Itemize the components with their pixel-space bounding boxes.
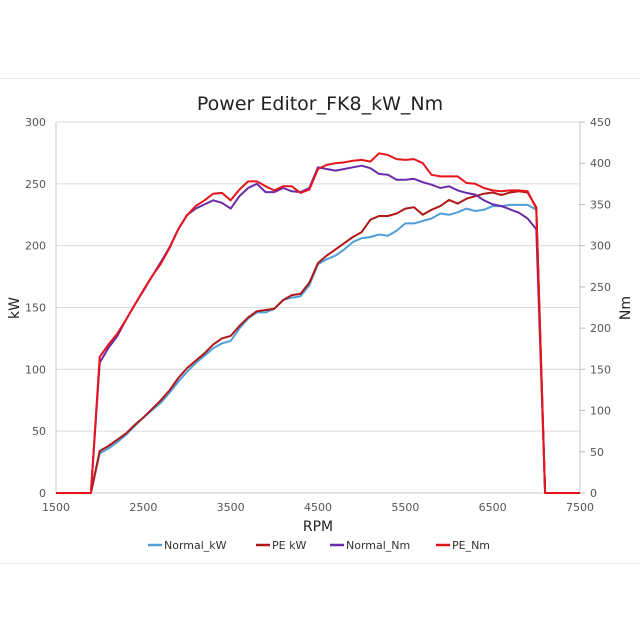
legend-label: Normal_Nm (346, 539, 410, 552)
y-left-tick-label: 300 (25, 116, 46, 129)
legend-label: PE_Nm (452, 539, 490, 552)
series-line-normal-kw (56, 203, 580, 494)
y-right-tick-label: 450 (590, 116, 611, 129)
y-right-tick-label: 50 (590, 446, 604, 459)
y-right-tick-label: 300 (590, 240, 611, 253)
y-right-tick-label: 200 (590, 322, 611, 335)
legend-item: PE kW (256, 539, 306, 552)
y-left-tick-label: 100 (25, 363, 46, 376)
axes (55, 121, 585, 494)
x-tick-label: 7500 (566, 501, 594, 514)
y-axis-right-label: Nm (618, 296, 634, 320)
chart-frame (0, 78, 640, 564)
legend: Normal_kW PE kW Normal_Nm PE_Nm (148, 539, 490, 552)
y-left-tick-label: 250 (25, 178, 46, 191)
gridlines (56, 121, 580, 432)
x-tick-label: 2500 (129, 501, 157, 514)
y-left-tick-label: 150 (25, 302, 46, 315)
legend-label: PE kW (272, 539, 306, 552)
y-left-tick-label: 50 (32, 425, 46, 438)
x-tick-label: 1500 (42, 501, 70, 514)
tick-labels: 0 50 100 150 200 250 300 0 50 100 150 200 250 300 350 4… (25, 116, 611, 514)
y-left-tick-label: 200 (25, 240, 46, 253)
y-right-tick-label: 0 (590, 487, 597, 500)
series-lines (56, 152, 580, 494)
legend-item: PE_Nm (436, 539, 490, 552)
legend-item: Normal_kW (148, 539, 227, 552)
y-right-tick-label: 100 (590, 405, 611, 418)
x-tick-label: 5500 (391, 501, 419, 514)
chart-title: Power Editor_FK8_kW_Nm (197, 93, 443, 115)
y-right-tick-label: 400 (590, 157, 611, 170)
y-left-tick-label: 0 (39, 487, 46, 500)
y-right-tick-label: 250 (590, 281, 611, 294)
x-axis-label: RPM (303, 519, 333, 535)
y-right-tick-label: 150 (590, 363, 611, 376)
legend-label: Normal_kW (164, 539, 227, 552)
x-tick-label: 6500 (479, 501, 507, 514)
series-line-pe-kw (56, 190, 580, 494)
legend-item: Normal_Nm (330, 539, 410, 552)
x-tick-label: 3500 (217, 501, 245, 514)
y-axis-left-label: kW (7, 297, 23, 319)
series-line-pe-nm (56, 152, 580, 494)
x-tick-label: 4500 (304, 501, 332, 514)
series-line-normal-nm (56, 164, 580, 494)
y-right-tick-label: 350 (590, 198, 611, 211)
